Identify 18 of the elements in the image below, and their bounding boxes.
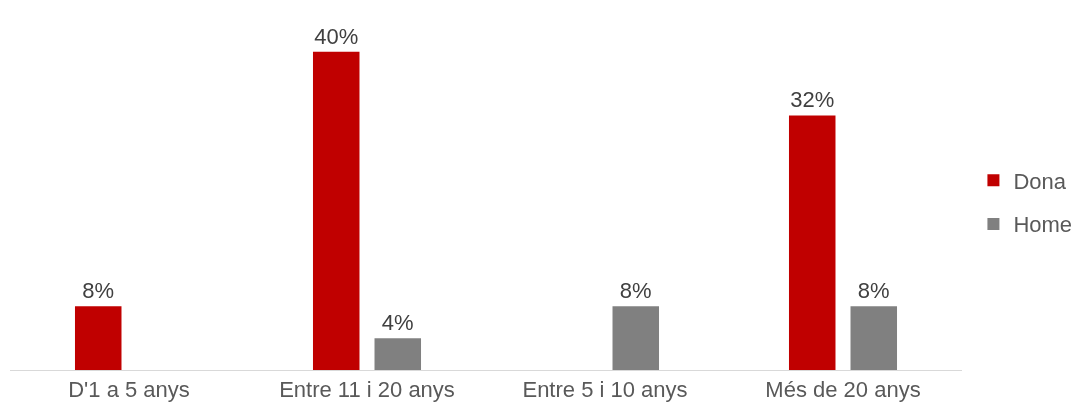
bar xyxy=(312,51,360,370)
bar xyxy=(374,338,422,370)
legend-label: Home xyxy=(1013,212,1073,238)
data-label: 4% xyxy=(381,310,414,336)
data-label: 8% xyxy=(82,278,115,304)
legend-label: Dona xyxy=(1013,168,1067,194)
x-tick-label: Entre 11 i 20 anys xyxy=(279,377,455,403)
bar xyxy=(788,115,836,370)
x-tick-label: Més de 20 anys xyxy=(765,377,921,403)
x-tick-label: Entre 5 i 10 anys xyxy=(522,377,688,403)
data-label: 8% xyxy=(619,278,652,304)
bar xyxy=(74,306,122,370)
x-tick-label: D'1 a 5 anys xyxy=(68,377,190,403)
bar xyxy=(612,306,660,370)
data-label: 32% xyxy=(790,87,835,113)
bar xyxy=(850,306,898,370)
data-label: 40% xyxy=(314,23,359,49)
data-label: 8% xyxy=(857,278,890,304)
